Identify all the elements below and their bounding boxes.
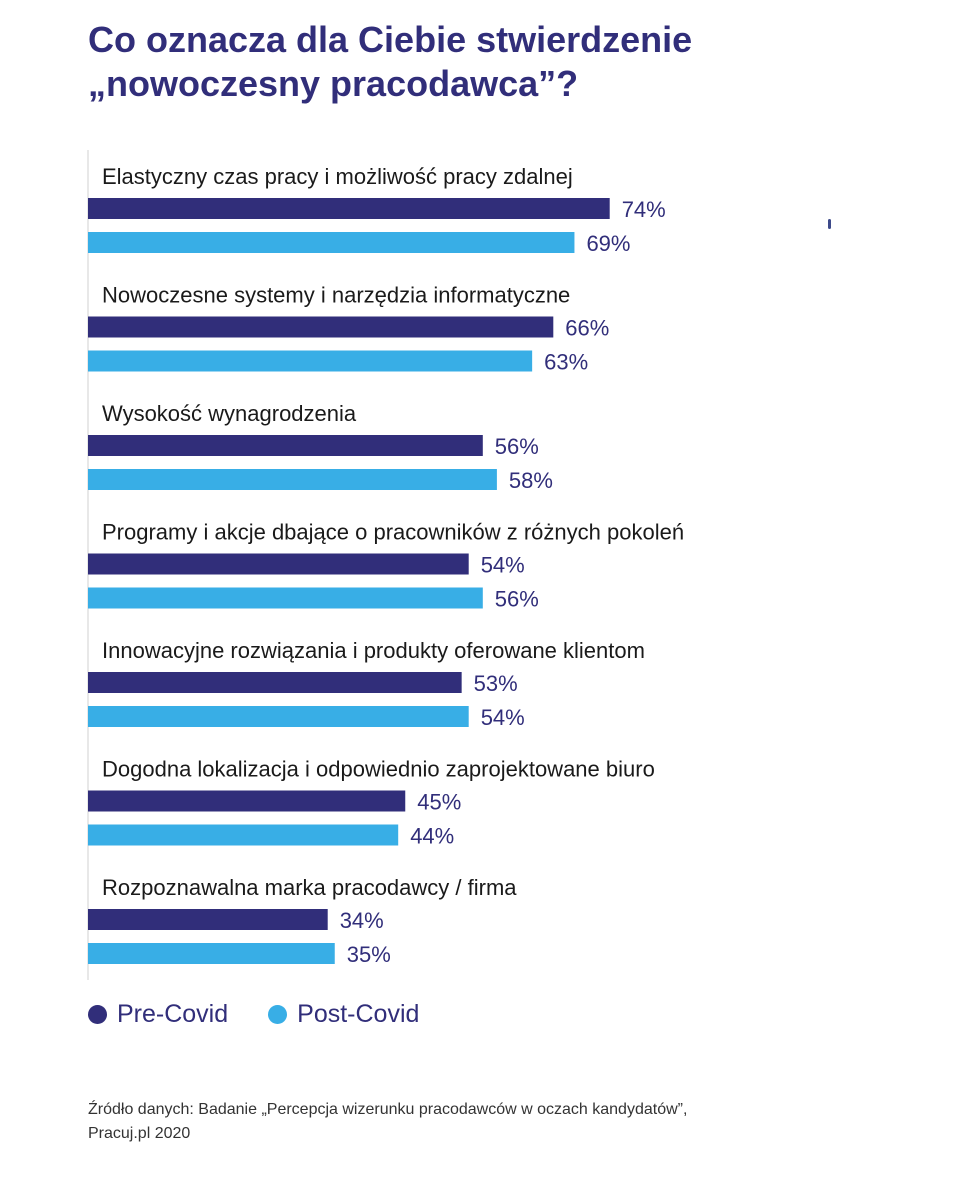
data-label: 58%: [509, 468, 553, 493]
bar-post-covid: [88, 587, 483, 609]
bar-post-covid: [88, 232, 575, 253]
data-label: 54%: [481, 553, 525, 578]
bar-post-covid: [88, 350, 533, 372]
data-label: 54%: [481, 705, 525, 730]
data-label: 74%: [622, 197, 666, 222]
data-label: 63%: [544, 350, 588, 375]
data-label: 69%: [586, 231, 630, 256]
bar-pre-covid: [88, 553, 469, 575]
category-label: Elastyczny czas pracy i możliwość pracy …: [102, 164, 573, 189]
legend-item-pre-covid: Pre-Covid: [88, 1000, 228, 1029]
category-label: Nowoczesne systemy i narzędzia informaty…: [102, 283, 570, 308]
bar-pre-covid: [88, 198, 610, 219]
bar-post-covid: [88, 706, 469, 727]
chart-title: Co oznacza dla Ciebie stwierdzenie „nowo…: [88, 18, 888, 106]
legend-swatch-post-covid: [268, 1005, 288, 1024]
bar-post-covid: [88, 943, 335, 964]
legend-item-post-covid: Post-Covid: [268, 1000, 419, 1029]
legend-label-post-covid: Post-Covid: [297, 1000, 420, 1028]
bar-post-covid: [88, 469, 497, 490]
bar-pre-covid: [88, 790, 406, 812]
data-label: 53%: [474, 671, 518, 696]
bar-pre-covid: [88, 672, 462, 693]
category-label: Dogodna lokalizacja i odpowiednio zaproj…: [102, 757, 655, 782]
category-label: Innowacyjne rozwiązania i produkty ofero…: [102, 638, 645, 663]
legend-label-pre-covid: Pre-Covid: [117, 1000, 229, 1028]
category-label: Wysokość wynagrodzenia: [102, 401, 357, 426]
legend: Pre-Covid Post-Covid: [88, 1000, 419, 1029]
source-line-1: Źródło danych: Badanie „Percepcja wizeru…: [88, 1101, 688, 1118]
data-label: 56%: [495, 587, 539, 612]
bar-pre-covid: [88, 909, 328, 930]
bar-post-covid: [88, 824, 399, 846]
data-label: 66%: [565, 316, 609, 341]
category-label: Programy i akcje dbające o pracowników z…: [102, 520, 684, 545]
bar-pre-covid: [88, 435, 483, 456]
bar-chart: Elastyczny czas pracy i możliwość pracy …: [87, 150, 684, 980]
chart-title-line-1: Co oznacza dla Ciebie stwierdzenie: [88, 19, 693, 60]
source-note: Źródło danych: Badanie „Percepcja wizeru…: [88, 1098, 888, 1146]
bar-pre-covid: [88, 316, 554, 338]
source-line-2: Pracuj.pl 2020: [88, 1125, 191, 1142]
legend-swatch-pre-covid: [88, 1005, 107, 1024]
data-label: 45%: [417, 790, 461, 815]
stray-mark: [828, 219, 831, 229]
data-label: 35%: [347, 942, 391, 967]
data-label: 44%: [410, 824, 454, 849]
chart-title-line-2: „nowoczesny pracodawca”?: [88, 63, 579, 104]
category-label: Rozpoznawalna marka pracodawcy / firma: [102, 875, 517, 900]
data-label: 56%: [495, 434, 539, 459]
data-label: 34%: [340, 908, 384, 933]
